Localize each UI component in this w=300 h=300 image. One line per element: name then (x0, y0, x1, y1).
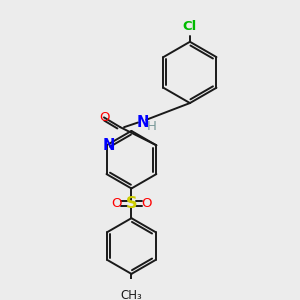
Text: H: H (147, 120, 157, 133)
Text: O: O (99, 111, 110, 124)
Text: S: S (126, 196, 137, 211)
Text: CH₃: CH₃ (121, 289, 142, 300)
Text: O: O (141, 197, 152, 210)
Text: O: O (111, 197, 122, 210)
Text: Cl: Cl (183, 20, 197, 33)
Text: N: N (102, 138, 115, 153)
Text: N: N (136, 115, 149, 130)
